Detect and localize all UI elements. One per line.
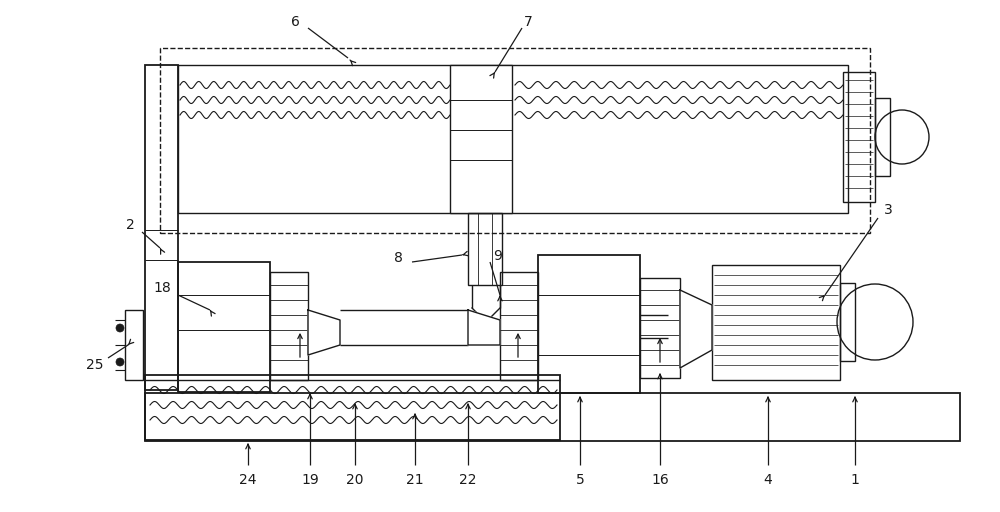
Bar [500, 272, 538, 380]
Text: 4: 4 [764, 473, 772, 487]
Bar [145, 393, 960, 441]
Bar [160, 48, 870, 233]
Text: 24: 24 [239, 473, 257, 487]
Text: 5: 5 [576, 473, 584, 487]
Circle shape [116, 324, 124, 332]
Bar [468, 213, 502, 285]
Bar [840, 283, 855, 361]
Text: 9: 9 [494, 249, 502, 263]
Circle shape [116, 358, 124, 366]
Bar [145, 65, 178, 390]
Text: 22: 22 [459, 473, 477, 487]
Bar [843, 72, 875, 202]
Bar [712, 265, 840, 380]
Text: 3: 3 [884, 203, 892, 217]
Bar [178, 262, 270, 392]
Bar [538, 255, 640, 393]
Text: 25: 25 [86, 358, 104, 372]
Text: 18: 18 [153, 281, 171, 295]
Text: 2: 2 [126, 218, 134, 232]
Bar [875, 98, 890, 176]
Bar [125, 310, 143, 380]
Text: 1: 1 [851, 473, 859, 487]
Text: 16: 16 [651, 473, 669, 487]
Bar [145, 375, 560, 440]
Text: 8: 8 [394, 251, 402, 265]
Text: 20: 20 [346, 473, 364, 487]
Bar [450, 65, 512, 213]
Text: 6: 6 [291, 15, 299, 29]
Bar [270, 272, 308, 380]
Text: 7: 7 [524, 15, 532, 29]
Text: 21: 21 [406, 473, 424, 487]
Bar [178, 65, 848, 213]
Polygon shape [680, 290, 712, 368]
Bar [640, 278, 680, 378]
Polygon shape [468, 310, 500, 345]
Polygon shape [308, 310, 340, 355]
Text: 19: 19 [301, 473, 319, 487]
